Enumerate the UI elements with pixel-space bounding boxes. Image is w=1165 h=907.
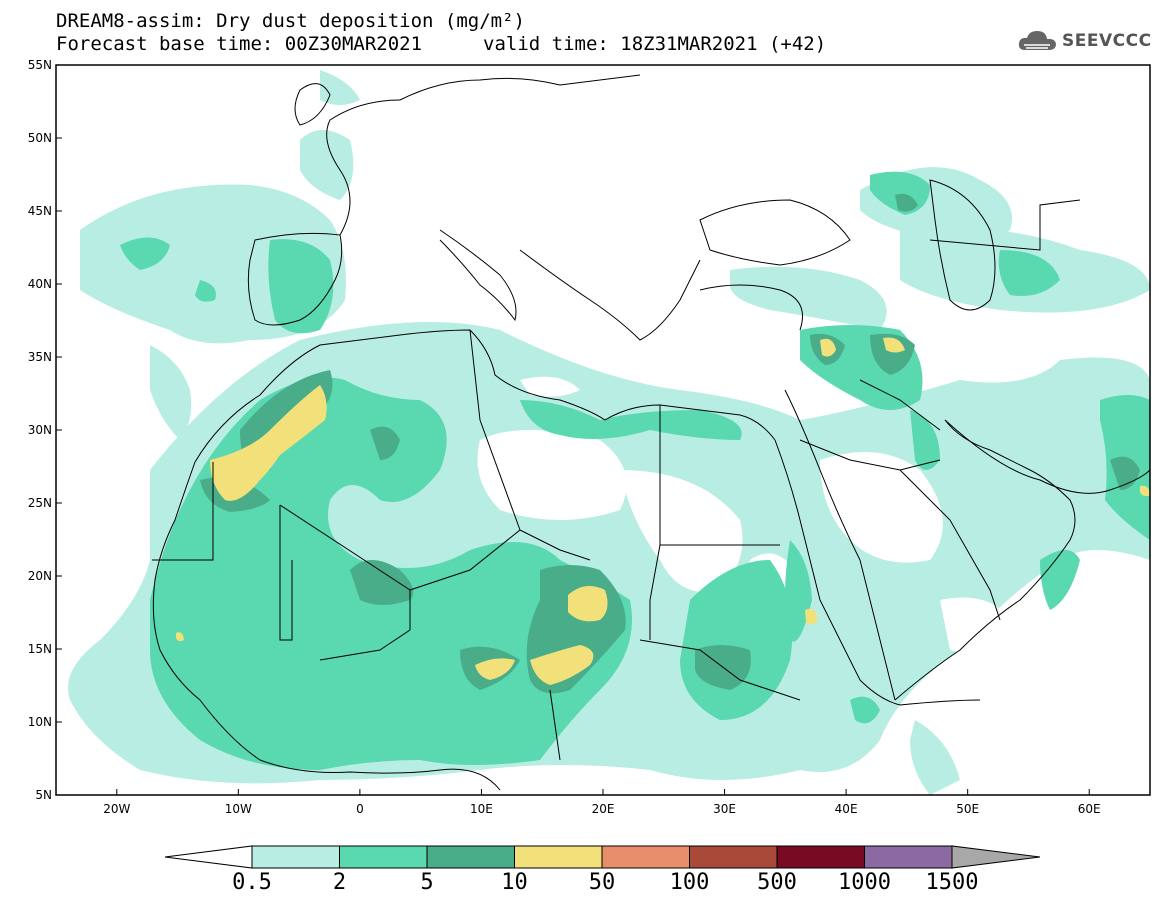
lat-axis: 55N 50N 45N 40N 35N 30N 25N 20N 15N 10N 5N bbox=[28, 58, 62, 802]
colorbar-label: 0.5 bbox=[232, 870, 272, 895]
colorbar-swatch bbox=[601, 845, 690, 869]
lon-label: 40E bbox=[835, 802, 858, 816]
map-title: DREAM8-assim: Dry dust deposition (mg/m²… bbox=[56, 10, 525, 32]
lat-label: 55N bbox=[28, 58, 52, 72]
lat-label: 5N bbox=[35, 788, 52, 802]
colorbar-swatch bbox=[339, 845, 428, 869]
colorbar-under-triangle bbox=[164, 845, 253, 869]
colorbar-swatch bbox=[251, 845, 340, 869]
seevccc-logo: SEEVCCC bbox=[1016, 27, 1152, 55]
colorbar-label: 500 bbox=[757, 870, 797, 895]
colorbar-swatch bbox=[689, 845, 778, 869]
colorbar-label: 100 bbox=[669, 870, 710, 895]
lon-label: 30E bbox=[713, 802, 736, 816]
colorbar-swatch bbox=[514, 845, 603, 869]
lat-label: 40N bbox=[28, 277, 52, 291]
colorbar-label: 50 bbox=[588, 870, 616, 895]
colorbar-label: 1000 bbox=[838, 870, 891, 895]
lat-label: 25N bbox=[28, 496, 52, 510]
colorbar-swatch bbox=[864, 845, 953, 869]
cloud-icon bbox=[1018, 31, 1056, 50]
lat-label: 35N bbox=[28, 350, 52, 364]
lat-label: 45N bbox=[28, 204, 52, 218]
colorbar-label: 5 bbox=[420, 870, 434, 895]
colorbar-over-triangle bbox=[951, 845, 1041, 869]
colorbar-label: 2 bbox=[332, 870, 347, 895]
logo-text: SEEVCCC bbox=[1062, 31, 1152, 51]
valid-time: valid time: 18Z31MAR2021 (+42) bbox=[483, 33, 827, 55]
lat-label: 10N bbox=[28, 715, 52, 729]
colorbar-label: 1500 bbox=[925, 870, 979, 895]
lon-axis: 20W 10W 0 10E 20E 30E 40E 50E 60E bbox=[103, 789, 1101, 816]
lat-label: 20N bbox=[28, 569, 52, 583]
forecast-base-time: Forecast base time: 00Z30MAR2021 bbox=[56, 33, 423, 55]
lon-label: 20E bbox=[592, 802, 615, 816]
lat-label: 30N bbox=[28, 423, 52, 437]
colorbar-swatch bbox=[776, 845, 865, 869]
colorbar-label: 10 bbox=[501, 870, 528, 895]
coastlines-and-borders bbox=[152, 74, 1150, 791]
lon-label: 10E bbox=[470, 802, 493, 816]
dust-deposition-field bbox=[68, 70, 1150, 795]
lat-label: 15N bbox=[28, 642, 52, 656]
deposition-level-10-50 bbox=[176, 337, 1150, 685]
lat-label: 50N bbox=[28, 131, 52, 145]
colorbar-swatch bbox=[426, 845, 515, 869]
lon-label: 60E bbox=[1078, 802, 1101, 816]
colorbar bbox=[164, 845, 1041, 869]
lon-label: 10W bbox=[225, 802, 252, 816]
lon-label: 50E bbox=[956, 802, 979, 816]
lon-label: 20W bbox=[103, 802, 130, 816]
lon-label: 0 bbox=[356, 802, 364, 816]
